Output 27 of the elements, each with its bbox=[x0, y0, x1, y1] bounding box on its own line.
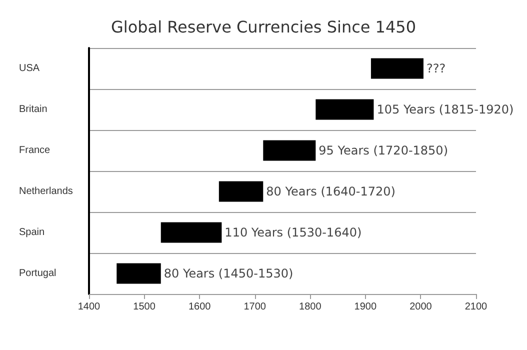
bar bbox=[116, 263, 161, 284]
data-label: 80 Years (1450-1530) bbox=[164, 266, 294, 280]
data-label: 105 Years (1815-1920) bbox=[376, 102, 514, 116]
data-label: 110 Years (1530-1640) bbox=[224, 226, 362, 240]
bar bbox=[160, 222, 222, 243]
bar bbox=[370, 58, 424, 79]
x-tick-label: 1900 bbox=[354, 302, 377, 312]
x-tick-label: 2100 bbox=[464, 302, 488, 312]
bar bbox=[316, 99, 374, 120]
y-tick-label: USA bbox=[19, 63, 40, 74]
y-tick-label: France bbox=[19, 145, 51, 156]
data-label: 80 Years (1640-1720) bbox=[266, 184, 396, 198]
bar bbox=[263, 140, 316, 161]
x-tick-label: 1500 bbox=[133, 302, 156, 312]
data-label: 95 Years (1720-1850) bbox=[318, 144, 448, 158]
x-tick-label: 1700 bbox=[244, 302, 266, 312]
data-label: ??? bbox=[426, 62, 446, 76]
chart-title: Global Reserve Currencies Since 1450 bbox=[110, 18, 416, 36]
x-tick-label: 2000 bbox=[410, 302, 432, 312]
x-tick-label: 1800 bbox=[299, 302, 322, 312]
bar bbox=[218, 181, 264, 202]
y-tick-label: Portugal bbox=[19, 268, 56, 279]
y-tick-label: Spain bbox=[19, 227, 45, 238]
y-tick-label: Britain bbox=[19, 104, 48, 115]
y-tick-label: Netherlands bbox=[19, 186, 73, 197]
x-tick-label: 1600 bbox=[188, 302, 212, 312]
x-tick-label: 1400 bbox=[78, 302, 101, 312]
